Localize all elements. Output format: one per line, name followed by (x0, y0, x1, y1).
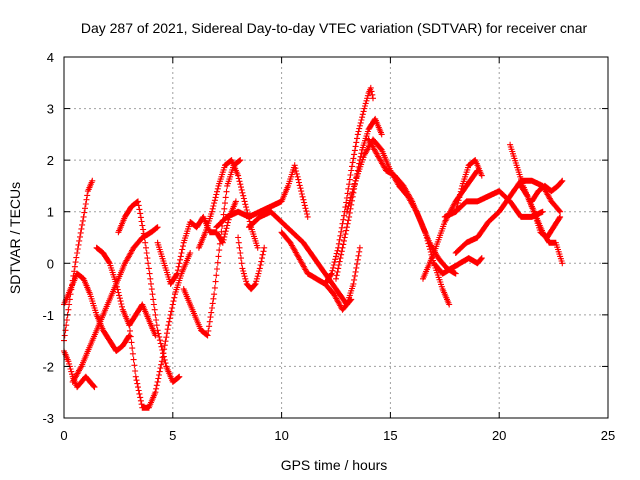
x-tick-label: 15 (383, 428, 397, 443)
y-tick-label: -3 (42, 411, 54, 426)
ticks: 0 5 10 15 20 25 -3 -2 -1 0 1 2 3 4 (42, 50, 615, 443)
series-track-19 (420, 167, 481, 282)
x-tick-label: 10 (274, 428, 288, 443)
y-axis-label: SDTVAR / TECUs (7, 182, 23, 294)
data-point-markers (452, 177, 564, 256)
x-tick-label: 20 (492, 428, 506, 443)
data-point-markers (343, 136, 453, 308)
x-tick-label: 25 (601, 428, 615, 443)
series-track-17 (343, 136, 453, 308)
data-point-markers (518, 182, 564, 241)
data-point-markers (420, 167, 481, 282)
data-point-markers (115, 198, 183, 385)
data-marks (61, 84, 566, 411)
data-point-markers (235, 234, 268, 293)
y-tick-label: 4 (47, 50, 54, 65)
y-tick-label: 1 (47, 205, 54, 220)
y-tick-label: 2 (47, 153, 54, 168)
series-track-14 (278, 229, 355, 313)
data-point-markers (441, 188, 546, 220)
data-point-markers (322, 84, 376, 287)
data-point-markers (126, 250, 194, 411)
series-track-11 (235, 234, 268, 293)
data-point-markers (154, 198, 239, 287)
data-point-markers (180, 157, 244, 339)
data-point-markers (430, 255, 485, 277)
chart-title: Day 287 of 2021, Sidereal Day-to-day VTE… (81, 20, 588, 36)
series-track-12 (213, 162, 311, 231)
series-track-20 (430, 255, 485, 277)
x-axis-label: GPS time / hours (281, 457, 388, 473)
series-track-23 (452, 177, 564, 256)
y-tick-label: 0 (47, 256, 54, 271)
data-point-markers (278, 229, 355, 313)
data-point-markers (213, 162, 311, 231)
data-point-markers (61, 270, 133, 354)
series-track-1 (61, 177, 96, 344)
series-track-18 (365, 136, 459, 277)
y-tick-label: 3 (47, 102, 54, 117)
plot-border (63, 56, 609, 419)
series-track-10 (195, 157, 261, 251)
series-track-9 (180, 157, 244, 339)
series-track-8 (154, 198, 239, 287)
y-tick-label: -1 (42, 308, 54, 323)
series-track-6 (115, 198, 183, 385)
series-track-22 (441, 188, 546, 220)
series-track-7 (126, 250, 194, 411)
data-point-markers (365, 136, 459, 277)
series-track-15 (322, 84, 376, 287)
data-point-markers (61, 177, 96, 344)
series-track-3 (61, 270, 133, 354)
series-track-26 (518, 182, 564, 241)
x-tick-label: 5 (169, 428, 176, 443)
x-tick-label: 0 (60, 428, 67, 443)
series-track-4 (69, 224, 161, 385)
data-point-markers (195, 157, 261, 251)
y-tick-label: -2 (42, 359, 54, 374)
grid (64, 57, 608, 418)
data-point-markers (69, 224, 161, 385)
